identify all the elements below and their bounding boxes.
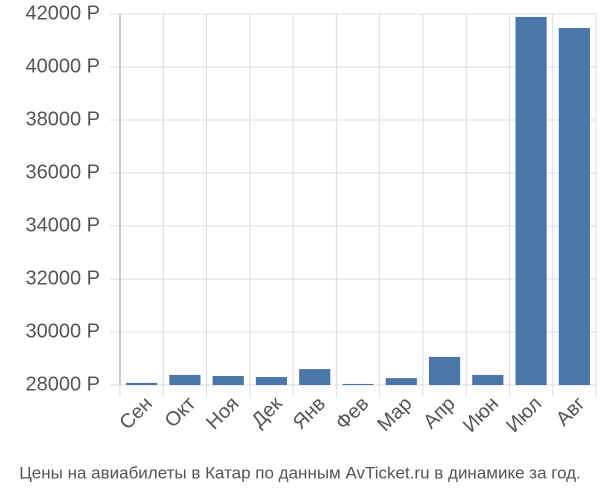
chart-caption: Цены на авиабилеты в Катар по данным AvT… <box>19 463 581 482</box>
x-tick-label: Июл <box>502 393 546 437</box>
y-tick-label: 30000 Р <box>25 320 100 342</box>
bar <box>428 356 461 385</box>
bar <box>126 382 158 385</box>
x-tick-label: Дек <box>248 393 287 432</box>
y-tick-label: 42000 Р <box>25 2 100 24</box>
x-tick-label: Апр <box>419 393 460 434</box>
y-tick-label: 32000 Р <box>25 267 100 289</box>
bar <box>342 383 374 385</box>
x-tick-label: Июн <box>459 393 503 437</box>
y-tick-label: 28000 Р <box>25 373 100 395</box>
x-tick-label: Фев <box>332 393 374 435</box>
bar <box>558 28 590 385</box>
bar <box>255 377 288 385</box>
y-tick-label: 40000 Р <box>25 55 100 77</box>
x-tick-label: Мар <box>373 393 416 436</box>
x-tick-label: Авг <box>552 393 590 431</box>
bar <box>299 369 331 385</box>
bar <box>515 16 547 385</box>
y-tick-label: 36000 Р <box>25 161 100 183</box>
y-tick-label: 38000 Р <box>25 108 100 130</box>
bar <box>169 374 201 385</box>
x-tick-label: Ноя <box>202 393 243 434</box>
bar <box>385 378 417 385</box>
x-tick-label: Янв <box>289 393 330 434</box>
bar <box>212 375 244 385</box>
x-tick-label: Сен <box>115 393 156 434</box>
y-tick-label: 34000 Р <box>25 214 100 236</box>
x-tick-label: Окт <box>161 393 200 432</box>
bar <box>472 374 504 385</box>
